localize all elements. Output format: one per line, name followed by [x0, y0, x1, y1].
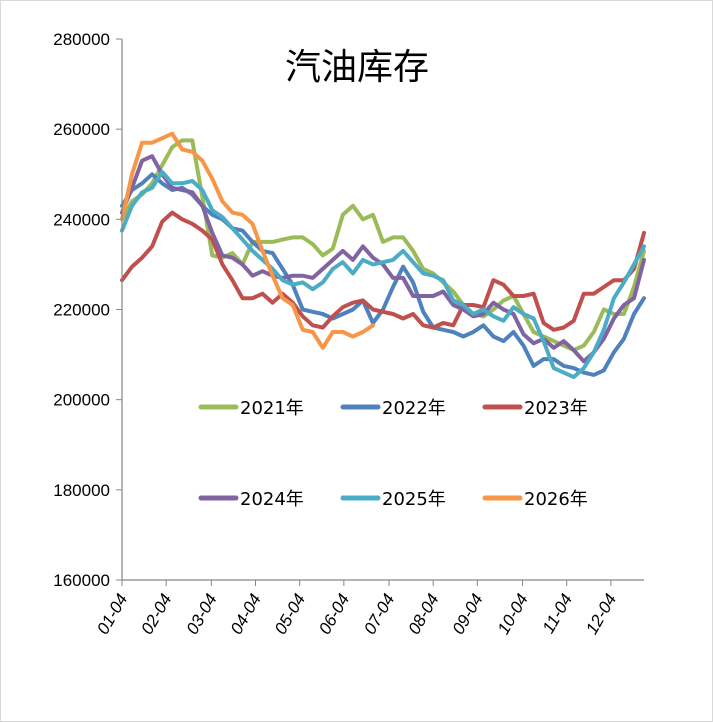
y-tick-label: 200000: [53, 391, 110, 410]
legend-label: 2021年: [240, 398, 304, 419]
series-line-2023年: [120, 210, 646, 332]
series-line-2024年: [120, 154, 646, 364]
y-tick-label: 180000: [53, 481, 110, 500]
legend-item: 2023年: [482, 398, 588, 419]
y-tick-label: 160000: [53, 571, 110, 590]
y-tick-label: 280000: [53, 30, 110, 49]
series-line-2026年: [120, 131, 375, 350]
x-tick-label: 01-04: [93, 591, 131, 638]
x-tick-label: 08-04: [404, 591, 442, 638]
x-tick-label: 04-04: [227, 591, 265, 638]
y-tick-label: 260000: [53, 120, 110, 139]
x-tick-label: 03-04: [183, 591, 221, 638]
series-lines: [120, 131, 646, 380]
legend: 2021年 2022年 2023年 2024年 2025年 2026年: [198, 398, 588, 510]
y-tick-label: 220000: [53, 301, 110, 320]
x-tick-label: 02-04: [137, 591, 175, 638]
x-tick-label: 10-04: [494, 591, 532, 638]
series-line-2022年: [120, 172, 646, 377]
legend-item: 2024年: [198, 489, 304, 510]
legend-item: 2026年: [482, 489, 588, 510]
y-axis-ticks: 160000 180000 200000 220000 240000 260000 2800…: [53, 30, 122, 590]
series-line-2021年: [120, 138, 646, 353]
x-axis-ticks: 01-04 02-04 03-04 04-04 05-04 06-04 07-04 08-04…: [93, 580, 620, 638]
chart-title: 汽油库存: [285, 47, 429, 88]
legend-item: 2021年: [198, 398, 304, 419]
x-tick-label: 05-04: [271, 591, 309, 638]
legend-item: 2022年: [340, 398, 446, 419]
x-tick-label: 11-04: [539, 591, 577, 637]
legend-label: 2023年: [524, 398, 588, 419]
legend-label: 2026年: [524, 489, 588, 510]
x-tick-label: 06-04: [315, 591, 353, 638]
x-tick-label: 12-04: [582, 591, 620, 638]
x-tick-label: 07-04: [360, 591, 398, 638]
legend-label: 2025年: [382, 489, 446, 510]
legend-label: 2022年: [382, 398, 446, 419]
y-tick-label: 240000: [53, 210, 110, 229]
series-line-2025年: [120, 170, 646, 380]
axes: [121, 39, 644, 581]
x-tick-label: 09-04: [449, 591, 487, 638]
legend-item: 2025年: [340, 489, 446, 510]
legend-label: 2024年: [240, 489, 304, 510]
